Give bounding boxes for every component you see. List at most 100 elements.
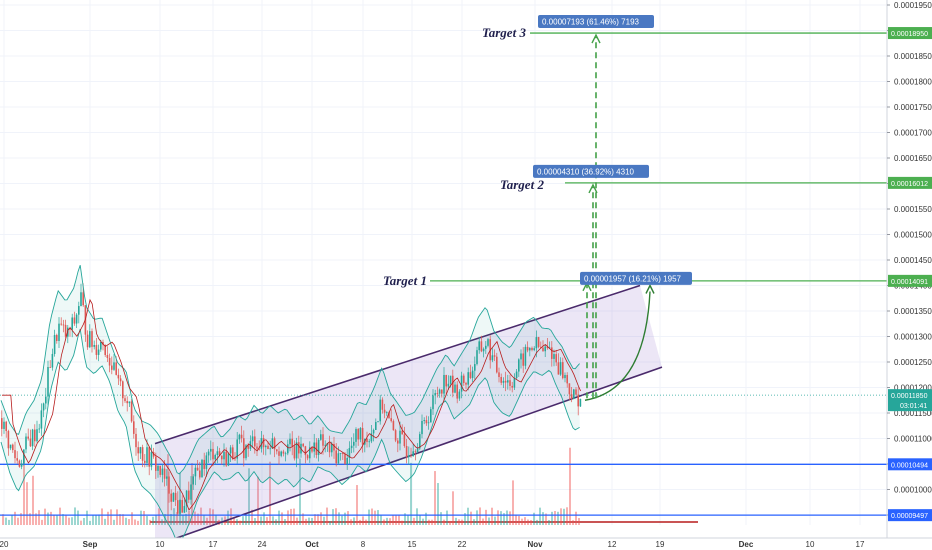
volume-bar (344, 512, 346, 525)
candle-body (243, 438, 245, 459)
candle-body (119, 378, 122, 382)
candle-body (9, 444, 12, 449)
candle-body (216, 451, 219, 455)
volume-bar (158, 508, 160, 525)
candle-body (438, 389, 441, 394)
candle-body (45, 396, 47, 404)
measure-box (538, 15, 654, 29)
volume-bar (287, 510, 289, 525)
x-tick-label: 8 (361, 540, 366, 549)
volume-bar (68, 517, 70, 525)
y-axis[interactable]: 0.000090000.000095000.000100000.00010500… (886, 0, 932, 550)
candle-body (379, 399, 381, 422)
candle-body (232, 447, 234, 459)
candle-body (302, 443, 304, 447)
x-tick-label: 22 (458, 540, 467, 549)
candle-body (289, 438, 291, 445)
volume-bar (509, 511, 511, 525)
volume-bar (38, 510, 40, 525)
candle-body (5, 421, 7, 432)
candle-body (71, 317, 73, 330)
candle-body (480, 341, 483, 352)
candle-body (320, 434, 322, 440)
volume-bar (20, 513, 22, 525)
candle-body (254, 436, 256, 447)
volume-bar (107, 511, 109, 525)
projection-arrowhead (645, 283, 655, 294)
candle-body (73, 317, 76, 324)
candle-body (14, 450, 16, 459)
candle-body (282, 451, 285, 454)
candle-body (504, 380, 507, 383)
candle-body (306, 455, 309, 459)
candle-body (434, 393, 436, 396)
candle-body (447, 383, 450, 387)
volume-bar (527, 519, 529, 525)
volume-bar (575, 511, 577, 525)
candle-body (493, 355, 496, 357)
volume-bar (455, 517, 457, 525)
candle-body (210, 448, 212, 452)
candles-layer (0, 265, 582, 544)
candle-body (346, 457, 348, 464)
candle-body (553, 354, 555, 359)
volume-bar (167, 454, 169, 525)
price-badge (888, 458, 932, 471)
candle-body (262, 438, 265, 448)
volume-bar (62, 514, 64, 525)
candle-body (115, 362, 117, 375)
candle-body (298, 442, 300, 454)
volume-bar (59, 507, 61, 525)
volume-bar (212, 509, 214, 525)
volume-bar (263, 512, 265, 525)
volume-bar (65, 514, 67, 525)
volume-bar (359, 519, 361, 525)
candle-body (166, 476, 168, 479)
volume-bar (368, 509, 370, 525)
candle-body (390, 418, 392, 422)
candle-body (82, 292, 84, 306)
volume-bar (335, 508, 337, 525)
candle-body (353, 441, 355, 446)
volume-bar (557, 511, 559, 525)
volume-bar (356, 485, 358, 525)
candle-body (403, 434, 406, 447)
x-axis[interactable]: 20 Sep 10 17 24 Oct 8 15 22 Nov 12 19 Dec 10 17 (0, 537, 932, 550)
projection-curve (584, 291, 651, 401)
candle-body (577, 394, 579, 407)
candle-body (34, 429, 36, 442)
channel-fill (155, 285, 662, 546)
volume-bar (338, 512, 340, 525)
candle-body (405, 446, 408, 458)
candle-body (16, 458, 18, 461)
candle-body (331, 443, 333, 453)
candle-body (388, 412, 390, 419)
candle-body (271, 438, 274, 449)
volume-bar (200, 507, 202, 525)
volume-bar (449, 520, 451, 525)
volume-bar (230, 508, 232, 525)
volume-bar (110, 509, 112, 525)
measure-text: 0.00007193 (61.46%) 7193 (542, 18, 640, 27)
volume-bar (290, 508, 292, 525)
volume-bar (506, 510, 508, 525)
volume-bar (269, 461, 271, 525)
candle-body (399, 430, 401, 444)
volume-bar (53, 514, 55, 525)
volume-bar (413, 517, 415, 525)
x-tick-label: 15 (408, 540, 417, 549)
volume-bar (89, 520, 91, 525)
candle-body (394, 430, 397, 441)
candle-body (133, 421, 135, 434)
volume-bar (245, 514, 247, 525)
candle-body (225, 451, 227, 466)
volume-bar (113, 519, 115, 525)
target-label-2: Target 2 (500, 177, 544, 192)
volume-bar (140, 510, 142, 525)
candle-body (482, 348, 485, 352)
candle-body (155, 456, 157, 471)
moving-average-line (2, 298, 581, 511)
